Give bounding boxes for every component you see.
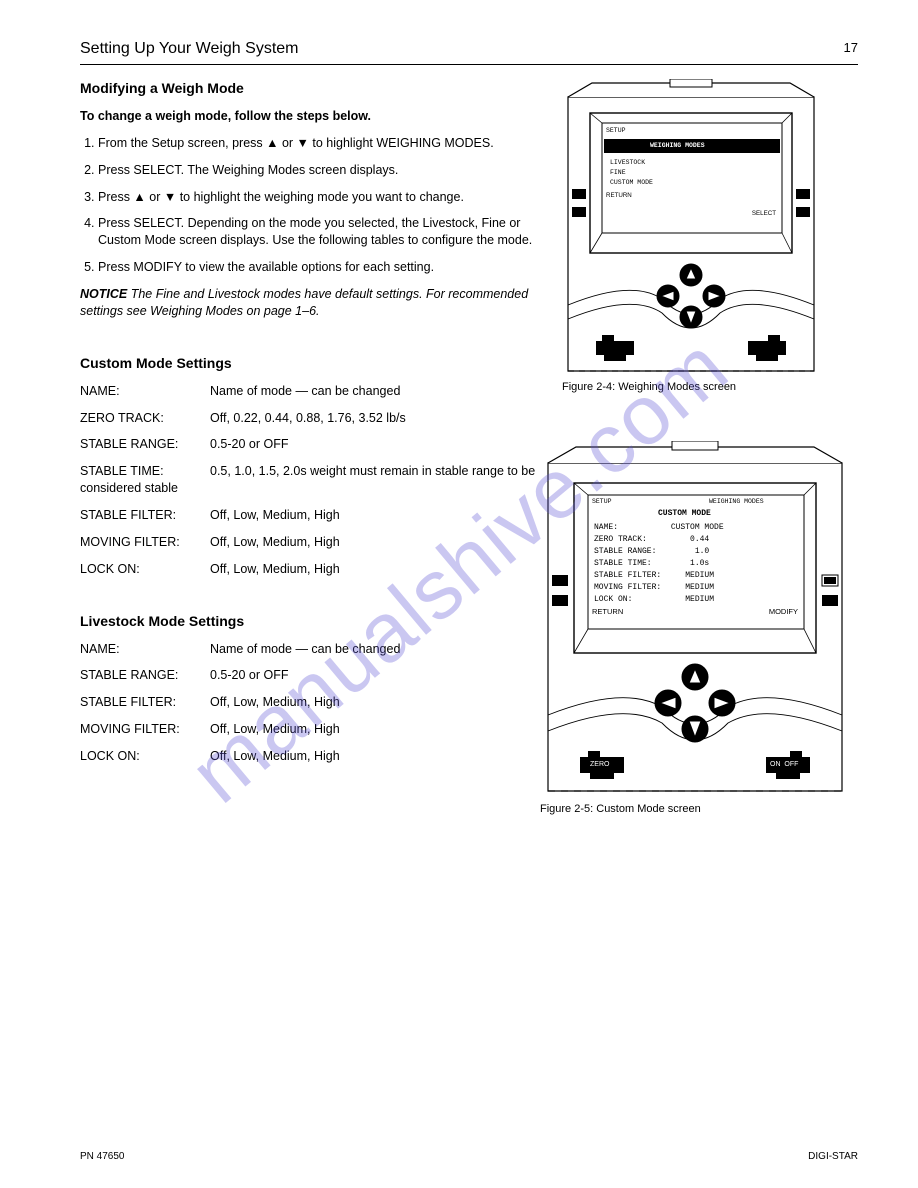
lcd2-line-3: STABLE RANGE: 1.0 — [594, 547, 709, 557]
lcd2-line-7: LOCK ON: MEDIUM — [594, 595, 714, 605]
setting-row: LOCK ON:Off, Low, Medium, High — [80, 748, 540, 765]
setting-desc: 0.5-20 or OFF — [210, 437, 289, 451]
setting-name: MOVING FILTER: — [80, 721, 210, 738]
setting-row: STABLE FILTER:Off, Low, Medium, High — [80, 507, 540, 524]
setting-name: STABLE RANGE: — [80, 667, 210, 684]
page-footer: PN 47650 DIGI-STAR — [80, 1151, 858, 1162]
fig1-return-label: RETURN — [606, 192, 632, 199]
setting-desc: Off, Low, Medium, High — [210, 749, 340, 763]
livestock-mode-heading: Livestock Mode Settings — [80, 612, 540, 631]
setting-row: MOVING FILTER:Off, Low, Medium, High — [80, 721, 540, 738]
step-2: Press SELECT. The Weighing Modes screen … — [98, 162, 540, 179]
notice-label: NOTICE — [80, 287, 127, 301]
step-1: From the Setup screen, press ▲ or ▼ to h… — [98, 135, 540, 152]
notice-block: NOTICE The Fine and Livestock modes have… — [80, 286, 540, 320]
setting-desc: Name of mode — can be changed — [210, 642, 400, 656]
figure-2-caption: Figure 2-5: Custom Mode screen — [540, 803, 850, 815]
custom-mode-heading: Custom Mode Settings — [80, 354, 540, 373]
lcd1-title: WEIGHING MODES — [650, 142, 705, 149]
step-5: Press MODIFY to view the available optio… — [98, 259, 540, 276]
setting-desc: Off, Low, Medium, High — [210, 722, 340, 736]
setting-desc: Name of mode — can be changed — [210, 384, 400, 398]
setting-name: STABLE FILTER: — [80, 507, 210, 524]
lcd2-line-5: STABLE FILTER: MEDIUM — [594, 571, 714, 581]
footer-left: PN 47650 — [80, 1151, 124, 1162]
lcd1-line-2: FINE — [610, 169, 626, 177]
lcd2-line-4: STABLE TIME: 1.0s — [594, 559, 709, 569]
setting-name: STABLE FILTER: — [80, 694, 210, 711]
header-page-number: 17 — [844, 40, 858, 55]
footer-right: DIGI-STAR — [808, 1151, 858, 1162]
lcd1-line-3: CUSTOM MODE — [610, 179, 653, 187]
setting-desc: Off, 0.22, 0.44, 0.88, 1.76, 3.52 lb/s — [210, 411, 406, 425]
lcd2-header: SETUP WEIGHING MODES — [592, 498, 764, 506]
figure-1-caption: Figure 2-4: Weighing Modes screen — [562, 381, 820, 393]
setting-name: NAME: — [80, 641, 210, 658]
setting-row: STABLE FILTER:Off, Low, Medium, High — [80, 694, 540, 711]
fig2-return-label: RETURN — [592, 607, 623, 616]
step-4: Press SELECT. Depending on the mode you … — [98, 215, 540, 249]
setting-row: STABLE RANGE:0.5-20 or OFF — [80, 667, 540, 684]
step-3: Press ▲ or ▼ to highlight the weighing m… — [98, 189, 540, 206]
custom-rows: NAME:Name of mode — can be changedZERO T… — [80, 383, 540, 578]
setting-desc: Off, Low, Medium, High — [210, 695, 340, 709]
setting-name: MOVING FILTER: — [80, 534, 210, 551]
lcd1-header: SETUP — [606, 127, 626, 134]
lcd2-line-6: MOVING FILTER: MEDIUM — [594, 583, 714, 593]
setting-row: NAME:Name of mode — can be changed — [80, 383, 540, 400]
setting-name: LOCK ON: — [80, 748, 210, 765]
lcd2-line-1: NAME: CUSTOM MODE — [594, 523, 724, 533]
setting-row: LOCK ON:Off, Low, Medium, High — [80, 561, 540, 578]
modify-weigh-mode-heading: Modifying a Weigh Mode — [80, 79, 540, 98]
lcd1-line-1: LIVESTOCK — [610, 159, 645, 167]
setting-desc: Off, Low, Medium, High — [210, 508, 340, 522]
fig2-zero-btn: ZERO — [590, 761, 609, 768]
modify-weigh-mode-sub: To change a weigh mode, follow the steps… — [80, 108, 540, 125]
setting-row: NAME:Name of mode — can be changed — [80, 641, 540, 658]
setting-row: STABLE RANGE:0.5-20 or OFF — [80, 436, 540, 453]
setting-name: ZERO TRACK: — [80, 410, 210, 427]
setting-name: LOCK ON: — [80, 561, 210, 578]
figure-2: SETUP WEIGHING MODES CUSTOM MODE NAME: C… — [540, 441, 850, 815]
fig1-select-label: SELECT — [752, 210, 776, 217]
setting-name: STABLE RANGE: — [80, 436, 210, 453]
setting-row: ZERO TRACK:Off, 0.22, 0.44, 0.88, 1.76, … — [80, 410, 540, 427]
header-title: Setting Up Your Weigh System — [80, 40, 299, 57]
device-2-svg — [540, 441, 850, 797]
setting-name: STABLE TIME: — [80, 463, 210, 480]
device-1-svg — [562, 79, 820, 375]
livestock-rows: NAME:Name of mode — can be changedSTABLE… — [80, 641, 540, 765]
page-header: Setting Up Your Weigh System 17 — [80, 40, 858, 65]
setting-desc: Off, Low, Medium, High — [210, 562, 340, 576]
modify-steps-list: From the Setup screen, press ▲ or ▼ to h… — [98, 135, 540, 276]
setting-name: NAME: — [80, 383, 210, 400]
setting-desc: 0.5-20 or OFF — [210, 668, 289, 682]
setting-row: STABLE TIME:0.5, 1.0, 1.5, 2.0s weight m… — [80, 463, 540, 497]
lcd2-title: CUSTOM MODE — [658, 509, 711, 518]
notice-text: The Fine and Livestock modes have defaul… — [80, 287, 528, 318]
fig2-onoff-btn: ON OFF — [770, 761, 798, 768]
setting-desc: Off, Low, Medium, High — [210, 535, 340, 549]
lcd2-line-2: ZERO TRACK: 0.44 — [594, 535, 709, 545]
figure-1: SETUP WEIGHING MODES LIVESTOCK FINE CUST… — [562, 79, 820, 393]
fig2-modify-label: MODIFY — [769, 607, 798, 616]
setting-row: MOVING FILTER:Off, Low, Medium, High — [80, 534, 540, 551]
